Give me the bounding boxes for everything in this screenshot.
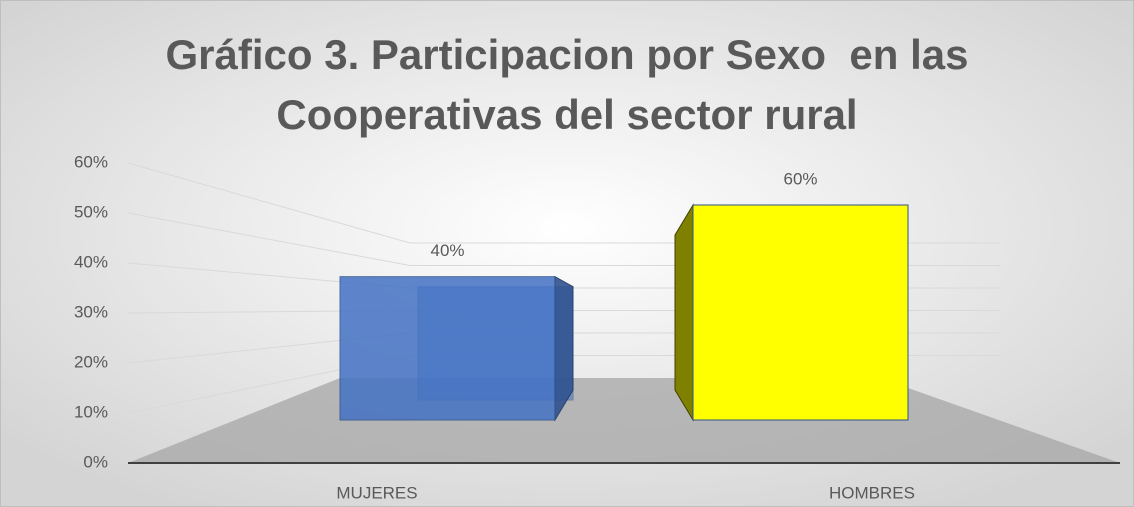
data-label: 40% bbox=[430, 241, 464, 260]
y-tick-label: 30% bbox=[74, 302, 108, 321]
y-tick-label: 10% bbox=[74, 402, 108, 421]
y-tick-label: 20% bbox=[74, 352, 108, 371]
y-tick-label: 60% bbox=[74, 152, 108, 171]
y-tick-label: 40% bbox=[74, 252, 108, 271]
bar bbox=[692, 204, 909, 421]
y-tick-label: 50% bbox=[74, 202, 108, 221]
plot bbox=[339, 203, 909, 422]
chart-title: Gráfico 3. Participacion por Sexo en las bbox=[166, 31, 969, 78]
data-label: 60% bbox=[783, 169, 817, 188]
bar-side bbox=[674, 203, 694, 422]
chart-title: Cooperativas del sector rural bbox=[276, 91, 857, 138]
x-tick-label: MUJERES bbox=[336, 483, 417, 502]
y-tick-label: 0% bbox=[83, 452, 108, 471]
x-tick-label: HOMBRES bbox=[829, 483, 915, 502]
bar bbox=[339, 276, 556, 421]
